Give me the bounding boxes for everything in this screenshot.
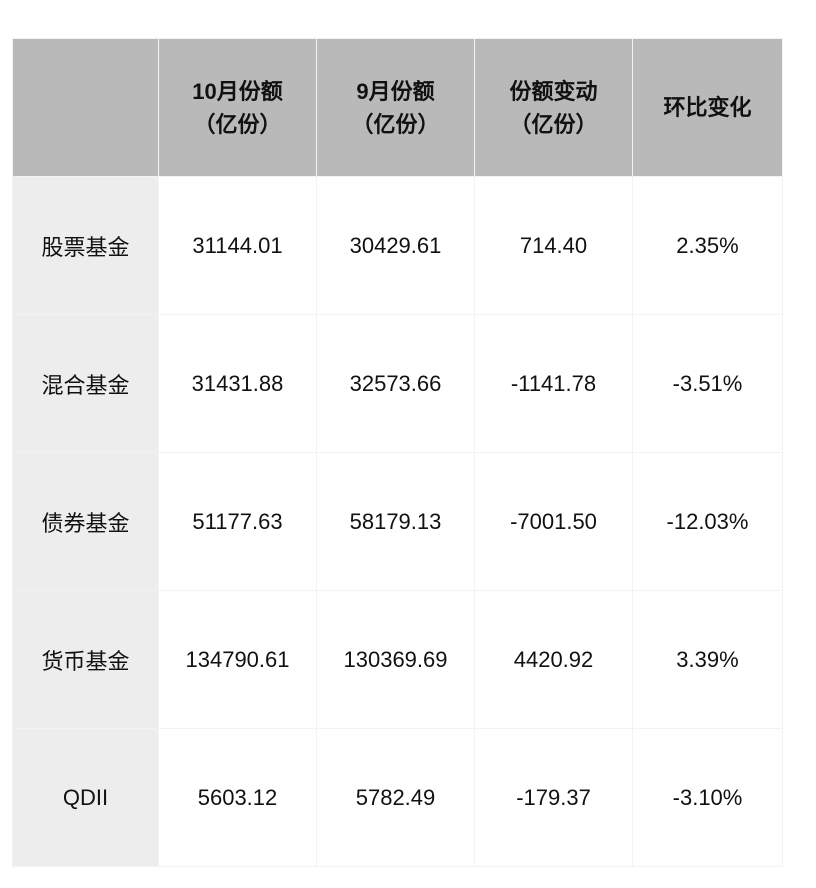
cell-share-change: -7001.50 xyxy=(475,453,633,591)
col-header-oct-shares: 10月份额（亿份） xyxy=(159,39,317,177)
table-row: QDII 5603.12 5782.49 -179.37 -3.10% xyxy=(13,729,783,867)
row-label: QDII xyxy=(13,729,159,867)
table-row: 股票基金 31144.01 30429.61 714.40 2.35% xyxy=(13,177,783,315)
cell-share-change: -1141.78 xyxy=(475,315,633,453)
cell-oct-shares: 31431.88 xyxy=(159,315,317,453)
table-row: 货币基金 134790.61 130369.69 4420.92 3.39% xyxy=(13,591,783,729)
cell-sep-shares: 30429.61 xyxy=(317,177,475,315)
table-header-row: 10月份额（亿份） 9月份额（亿份） 份额变动（亿份） 环比变化 xyxy=(13,39,783,177)
table-row: 债券基金 51177.63 58179.13 -7001.50 -12.03% xyxy=(13,453,783,591)
cell-mom-change: -3.51% xyxy=(633,315,783,453)
col-header-sep-shares: 9月份额（亿份） xyxy=(317,39,475,177)
cell-oct-shares: 5603.12 xyxy=(159,729,317,867)
cell-oct-shares: 31144.01 xyxy=(159,177,317,315)
row-label: 混合基金 xyxy=(13,315,159,453)
row-label: 债券基金 xyxy=(13,453,159,591)
cell-share-change: -179.37 xyxy=(475,729,633,867)
cell-sep-shares: 130369.69 xyxy=(317,591,475,729)
cell-oct-shares: 51177.63 xyxy=(159,453,317,591)
table-header: 10月份额（亿份） 9月份额（亿份） 份额变动（亿份） 环比变化 xyxy=(13,39,783,177)
cell-mom-change: -3.10% xyxy=(633,729,783,867)
table-body: 股票基金 31144.01 30429.61 714.40 2.35% 混合基金… xyxy=(13,177,783,867)
fund-shares-table: 10月份额（亿份） 9月份额（亿份） 份额变动（亿份） 环比变化 股票基金 31… xyxy=(12,38,783,867)
col-header-mom-change: 环比变化 xyxy=(633,39,783,177)
cell-share-change: 4420.92 xyxy=(475,591,633,729)
row-label: 股票基金 xyxy=(13,177,159,315)
cell-oct-shares: 134790.61 xyxy=(159,591,317,729)
row-label: 货币基金 xyxy=(13,591,159,729)
col-header-share-change: 份额变动（亿份） xyxy=(475,39,633,177)
cell-mom-change: 3.39% xyxy=(633,591,783,729)
cell-sep-shares: 5782.49 xyxy=(317,729,475,867)
cell-mom-change: -12.03% xyxy=(633,453,783,591)
cell-sep-shares: 32573.66 xyxy=(317,315,475,453)
cell-mom-change: 2.35% xyxy=(633,177,783,315)
cell-share-change: 714.40 xyxy=(475,177,633,315)
cell-sep-shares: 58179.13 xyxy=(317,453,475,591)
col-header-category xyxy=(13,39,159,177)
table-row: 混合基金 31431.88 32573.66 -1141.78 -3.51% xyxy=(13,315,783,453)
